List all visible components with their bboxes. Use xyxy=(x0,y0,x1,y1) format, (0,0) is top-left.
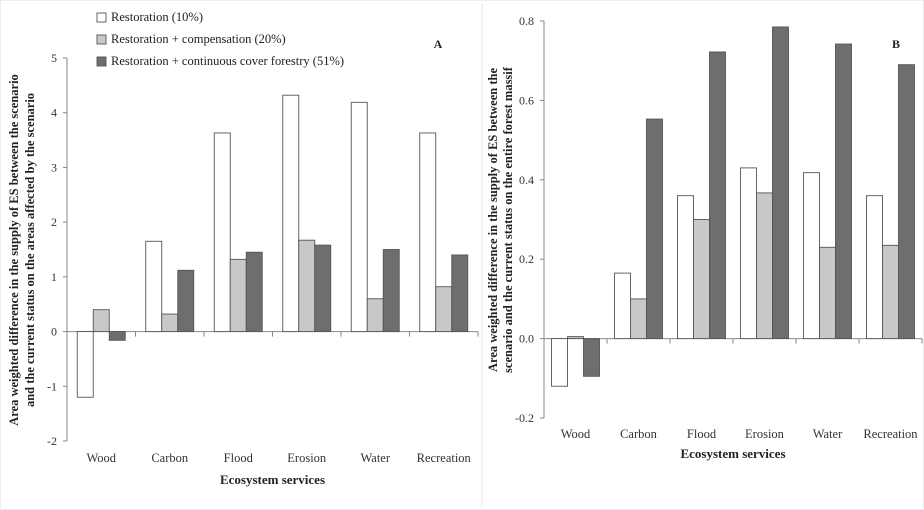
bar-wood-series-3 xyxy=(583,338,600,377)
bar-recreation-series-1 xyxy=(419,132,437,333)
bar-flood-series-1 xyxy=(677,195,694,340)
bar-wood-series-1 xyxy=(76,331,94,398)
bar-erosion-series-3 xyxy=(772,26,789,340)
bar-water-series-1 xyxy=(803,172,820,340)
bar-water-series-3 xyxy=(382,249,400,333)
bar-recreation-series-3 xyxy=(898,64,915,340)
bar-carbon-series-3 xyxy=(646,118,663,340)
y-axis-title-line: and the current status on the areas affe… xyxy=(23,93,37,407)
bar-erosion-series-2 xyxy=(756,192,773,340)
y-tick-label: 1 xyxy=(51,270,57,284)
y-axis-title-line: Area weighted difference in the supply o… xyxy=(486,68,500,372)
panel-label: A xyxy=(434,37,443,51)
y-tick-label: 3 xyxy=(51,160,57,174)
bar-flood-series-3 xyxy=(709,51,726,340)
y-tick-label: 0.2 xyxy=(519,252,534,266)
y-axis-title-line: Area weighted difference in the supply o… xyxy=(7,74,21,426)
panel-label: B xyxy=(892,37,900,51)
y-tick-label: -1 xyxy=(47,379,57,393)
x-tick-label: Flood xyxy=(224,451,254,465)
y-tick-label: 0.6 xyxy=(519,93,534,107)
x-tick-label: Carbon xyxy=(620,427,658,441)
y-tick-label: 0.8 xyxy=(519,14,534,28)
x-tick-label: Water xyxy=(813,427,843,441)
y-tick-label: 5 xyxy=(51,51,57,65)
bar-carbon-series-1 xyxy=(614,272,631,340)
y-tick-label: 4 xyxy=(51,106,57,120)
bar-flood-series-3 xyxy=(245,251,263,333)
bar-wood-series-2 xyxy=(92,309,110,333)
x-axis-title: Ecosystem services xyxy=(220,472,325,487)
x-tick-label: Erosion xyxy=(287,451,327,465)
legend-label: Restoration + continuous cover forestry … xyxy=(111,54,344,68)
y-tick-label: 2 xyxy=(51,215,57,229)
legend-label: Restoration + compensation (20%) xyxy=(111,32,286,46)
legend-swatch xyxy=(96,34,107,45)
x-tick-label: Recreation xyxy=(863,427,918,441)
chart-panel-a: -2 -1 0 1 2 3 4 5 Wood Carbon Flood Erosion Water Rec… xyxy=(7,10,479,487)
y-tick-label: 0.4 xyxy=(519,173,534,187)
y-tick-label: -0.2 xyxy=(515,411,534,425)
bar-flood-series-1 xyxy=(213,132,231,333)
bar-carbon-series-3 xyxy=(177,269,195,333)
bar-flood-series-2 xyxy=(229,258,247,333)
bar-carbon-series-2 xyxy=(630,298,647,340)
x-tick-label: Carbon xyxy=(151,451,189,465)
y-tick-label: 0 xyxy=(51,325,57,339)
y-tick-label: 0.0 xyxy=(519,332,534,346)
bar-wood-series-2 xyxy=(567,336,584,340)
bar-water-series-1 xyxy=(350,101,368,333)
bar-erosion-series-2 xyxy=(298,239,316,333)
bar-wood-series-3 xyxy=(108,331,126,341)
x-tick-label: Wood xyxy=(561,427,591,441)
bar-erosion-series-1 xyxy=(282,94,300,333)
x-tick-label: Erosion xyxy=(745,427,785,441)
bar-water-series-2 xyxy=(819,246,836,340)
bar-recreation-series-2 xyxy=(435,286,453,333)
chart-panel-b: -0.2 0.0 0.2 0.4 0.6 0.8 Wood Carbon Flood Erosio… xyxy=(486,14,923,461)
x-tick-label: Flood xyxy=(687,427,717,441)
bar-carbon-series-1 xyxy=(145,240,163,333)
x-axis-title: Ecosystem services xyxy=(680,446,785,461)
y-tick-label: -2 xyxy=(47,434,57,448)
x-tick-label: Wood xyxy=(86,451,116,465)
legend: Restoration (10%) Restoration + compensat… xyxy=(96,10,344,68)
bar-water-series-2 xyxy=(366,298,384,333)
legend-swatch xyxy=(96,12,107,23)
bar-flood-series-2 xyxy=(693,219,710,340)
bar-recreation-series-3 xyxy=(451,254,469,333)
x-tick-label: Water xyxy=(360,451,390,465)
legend-label: Restoration (10%) xyxy=(111,10,203,24)
bar-water-series-3 xyxy=(835,43,852,340)
bar-erosion-series-3 xyxy=(314,244,332,333)
x-tick-label: Recreation xyxy=(417,451,472,465)
bar-wood-series-1 xyxy=(551,338,568,387)
bar-carbon-series-2 xyxy=(161,313,179,333)
bar-recreation-series-1 xyxy=(866,195,883,340)
y-axis-title-line: scenario and the current status on the e… xyxy=(501,66,515,373)
bar-recreation-series-2 xyxy=(882,244,899,340)
legend-swatch xyxy=(96,56,107,67)
bar-erosion-series-1 xyxy=(740,167,757,340)
